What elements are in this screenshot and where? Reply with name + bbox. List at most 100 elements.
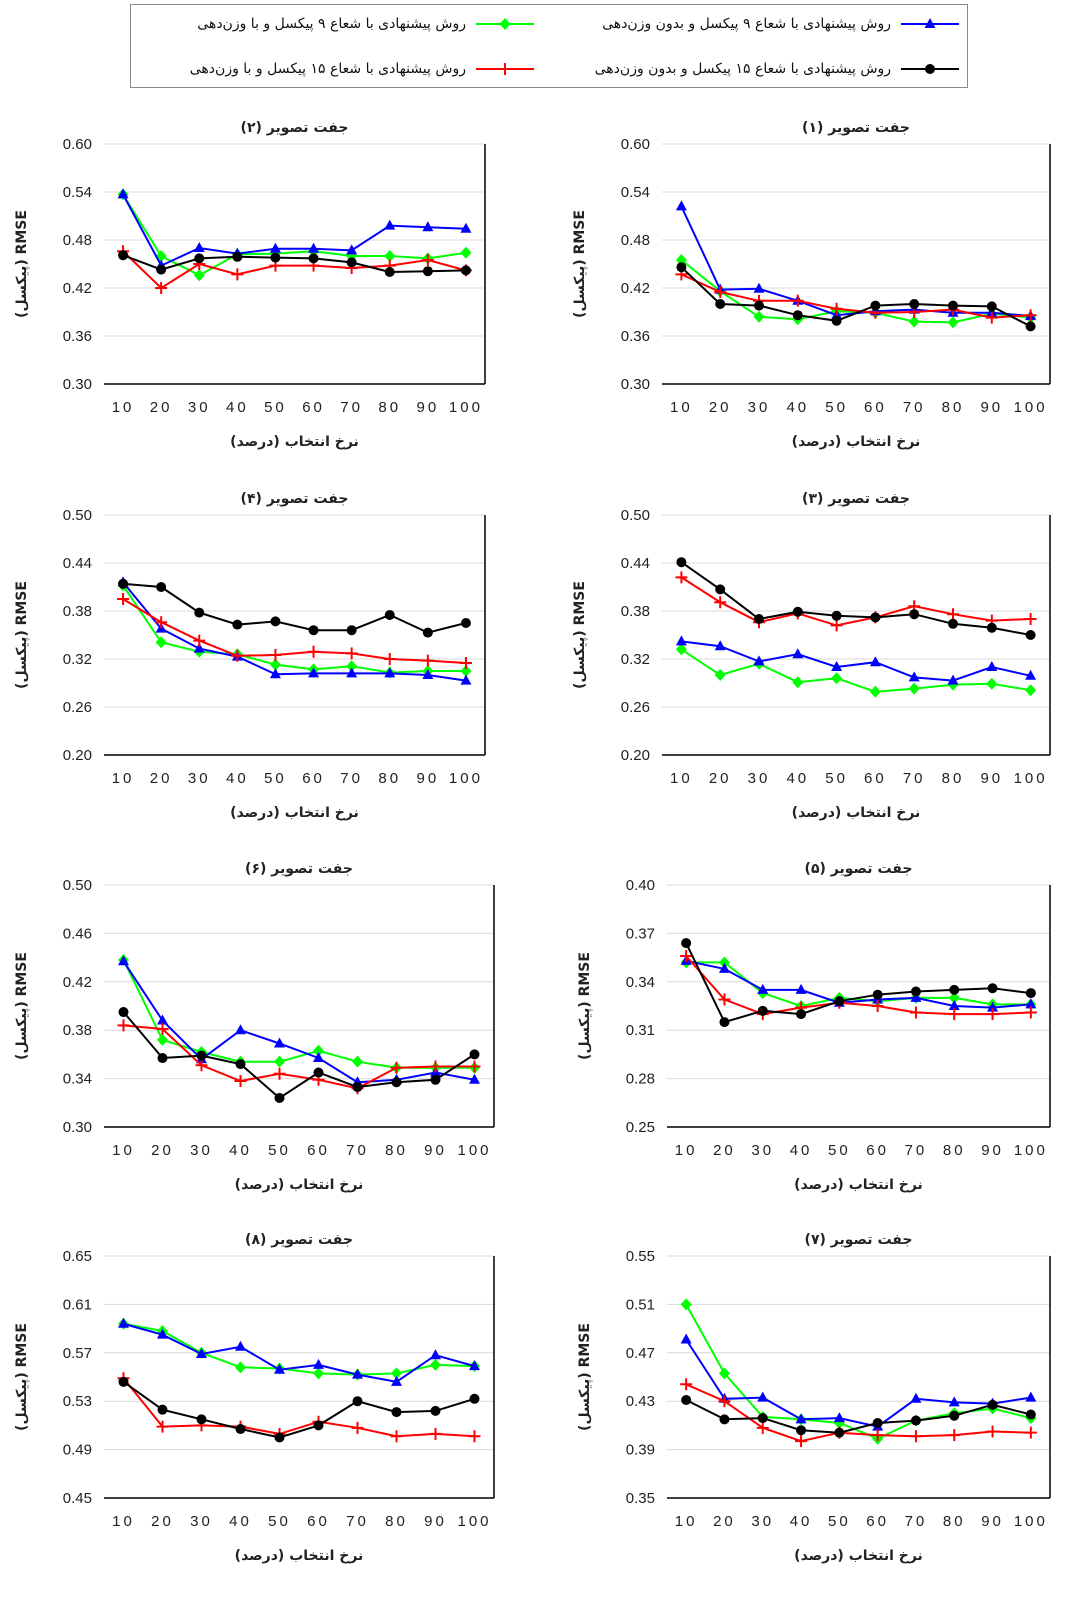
x-tick-label: 30: [190, 1513, 213, 1530]
y-tick-label: 0.38: [63, 1022, 92, 1039]
data-point: [308, 242, 320, 253]
x-tick-label: 40: [229, 1513, 252, 1530]
data-point: [274, 1037, 285, 1048]
data-point: [157, 1404, 168, 1415]
data-point: [715, 299, 726, 309]
data-point: [714, 640, 726, 651]
x-tick-label: 20: [713, 1513, 736, 1530]
data-point: [235, 1059, 246, 1070]
x-tick-label: 20: [151, 1513, 174, 1530]
data-point: [1025, 1391, 1037, 1402]
data-point: [231, 268, 244, 281]
data-point: [231, 649, 244, 662]
data-point: [157, 1053, 168, 1064]
data-point: [676, 557, 687, 568]
legend-marker: [499, 18, 511, 30]
y-tick-label: 0.48: [621, 232, 650, 249]
data-point: [872, 989, 883, 1000]
x-tick-label: 60: [302, 770, 325, 787]
x-tick-label: 10: [112, 1513, 135, 1530]
data-point: [235, 1361, 246, 1374]
y-tick-label: 0.60: [63, 136, 92, 153]
series-path: [680, 273, 1031, 319]
data-point: [313, 1052, 324, 1063]
data-point: [910, 991, 922, 1002]
series-path: [122, 193, 467, 277]
data-point: [792, 606, 803, 617]
data-point: [313, 1044, 324, 1057]
data-point: [757, 1391, 769, 1402]
data-point: [757, 983, 769, 994]
data-point: [157, 1033, 168, 1046]
y-tick-label: 0.51: [626, 1296, 655, 1313]
data-point: [391, 1375, 402, 1386]
y-tick-label: 0.44: [621, 555, 650, 572]
chart-4: 0.20 0.26 0.32 0.38 0.44 0.50 10 20 30 40 50 60 70 80…: [14, 491, 486, 821]
data-point: [714, 286, 727, 298]
chart-8: 0.45 0.49 0.53 0.57 0.61 0.65 10 20 30 40 50 60 70 80…: [14, 1232, 495, 1564]
data-point: [460, 665, 472, 677]
data-point: [675, 571, 688, 584]
data-point: [1024, 1426, 1037, 1439]
data-point: [908, 315, 920, 328]
data-point: [194, 607, 205, 618]
data-point: [675, 643, 687, 656]
x-tick-label: 20: [709, 399, 732, 416]
data-point: [757, 1413, 768, 1424]
y-tick-label: 0.47: [626, 1345, 655, 1362]
data-point: [985, 311, 998, 324]
data-point: [910, 986, 921, 997]
y-tick-label: 0.54: [621, 184, 650, 201]
data-point: [273, 1067, 286, 1080]
chart-5: 0.25 0.28 0.31 0.34 0.37 0.40 10 20 30 40 50 60 70 80…: [577, 861, 1051, 1193]
legend-label: روش پیشنهادی با شعاع ۹ پیکسل و با وزن‌ده…: [197, 16, 466, 32]
chart-2: 0.30 0.36 0.42 0.48 0.54 0.60 10 20 30 40 50 60 70 80…: [14, 120, 486, 450]
series-path: [122, 582, 467, 634]
series-line: [118, 954, 480, 1074]
data-point: [719, 1017, 730, 1028]
y-tick-label: 0.42: [63, 280, 92, 297]
x-tick-label: 60: [864, 770, 887, 787]
data-point: [429, 1060, 442, 1073]
x-tick-label: 80: [942, 399, 965, 416]
chart-title: جفت تصویر (۲): [241, 120, 349, 136]
data-point: [196, 1348, 207, 1359]
legend-label: روش پیشنهادی با شعاع ۱۵ پیکسل و بدون وزن…: [594, 61, 891, 77]
data-point: [948, 618, 958, 629]
data-point: [1024, 309, 1037, 322]
series-path: [686, 961, 1031, 1008]
data-point: [831, 610, 842, 621]
series-path: [680, 576, 1031, 627]
data-point: [235, 1024, 246, 1035]
series-line: [118, 1007, 480, 1103]
x-axis-label: نرخ انتخاب (درصد): [794, 1177, 923, 1193]
data-point: [869, 656, 881, 667]
data-point: [1025, 630, 1036, 640]
x-tick-label: 30: [188, 770, 211, 787]
series-path: [122, 1380, 475, 1439]
data-point: [718, 962, 730, 973]
data-point: [391, 1077, 402, 1088]
data-point: [909, 609, 920, 620]
data-point: [680, 1378, 693, 1391]
x-tick-label: 50: [268, 1513, 291, 1530]
x-tick-label: 80: [378, 399, 401, 416]
data-point: [986, 622, 997, 633]
series-line: [675, 200, 1037, 320]
data-point: [948, 1008, 961, 1021]
data-point: [235, 1340, 246, 1351]
data-point: [949, 1410, 960, 1421]
data-point: [1024, 1006, 1037, 1019]
data-point: [718, 993, 731, 1006]
data-point: [235, 1424, 246, 1435]
data-point: [352, 1396, 363, 1407]
data-point: [1025, 321, 1036, 332]
series-line: [675, 268, 1037, 324]
data-point: [430, 1358, 441, 1371]
data-point: [384, 667, 396, 678]
series-path: [685, 942, 1031, 1024]
y-tick-label: 0.26: [63, 699, 92, 716]
data-point: [196, 1050, 207, 1061]
chart-3: 0.20 0.26 0.32 0.38 0.44 0.50 10 20 30 40 50 60 70 80…: [572, 491, 1051, 821]
x-tick-label: 30: [190, 1142, 213, 1159]
